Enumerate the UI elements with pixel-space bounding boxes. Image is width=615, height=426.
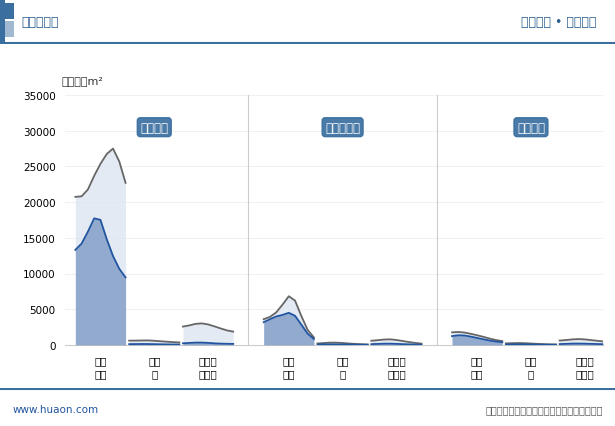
Text: 专业严谨 • 客观科学: 专业严谨 • 客观科学 <box>521 16 597 29</box>
Text: 竣工面积: 竣工面积 <box>517 121 545 134</box>
Text: 2016-2024年1-7月云南省房地产施工面积情况: 2016-2024年1-7月云南省房地产施工面积情况 <box>162 58 453 76</box>
Text: 数据来源：国家统计局、华经产业研究院整理: 数据来源：国家统计局、华经产业研究院整理 <box>485 404 603 414</box>
Text: 单位：万m²: 单位：万m² <box>62 76 104 86</box>
Text: www.huaon.com: www.huaon.com <box>12 404 98 414</box>
Text: 施工面积: 施工面积 <box>140 121 169 134</box>
Text: 新开工面积: 新开工面积 <box>325 121 360 134</box>
Bar <box>0 0 5 45</box>
Bar <box>5 4 14 20</box>
Text: 华经情报网: 华经情报网 <box>22 16 59 29</box>
Bar <box>5 22 14 38</box>
